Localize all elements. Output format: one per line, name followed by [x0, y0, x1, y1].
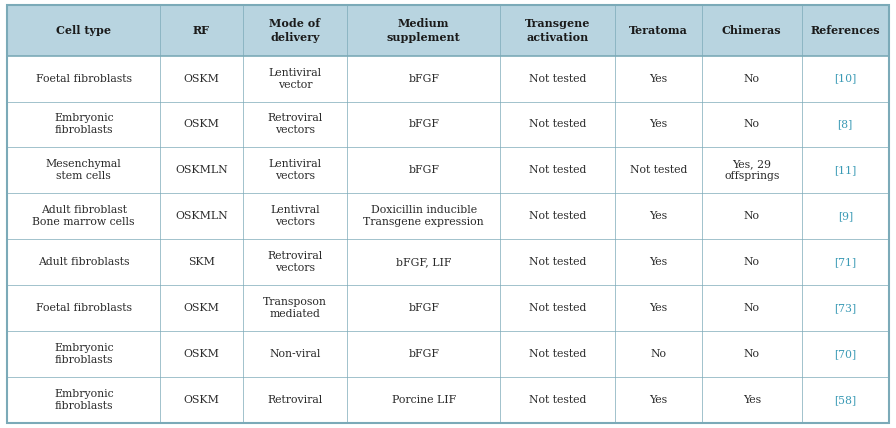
- Text: References: References: [810, 25, 880, 36]
- Text: Not tested: Not tested: [529, 211, 586, 221]
- Text: OSKMLN: OSKMLN: [175, 211, 228, 221]
- Text: Teratoma: Teratoma: [629, 25, 688, 36]
- Text: OSKM: OSKM: [184, 349, 220, 359]
- Bar: [7, 377, 889, 423]
- Text: [58]: [58]: [834, 395, 857, 405]
- Text: Cell type: Cell type: [56, 25, 111, 36]
- Text: bFGF: bFGF: [409, 349, 439, 359]
- Text: Not tested: Not tested: [529, 349, 586, 359]
- Text: Adult fibroblasts: Adult fibroblasts: [38, 257, 129, 267]
- Text: [8]: [8]: [838, 119, 853, 130]
- Text: Not tested: Not tested: [529, 257, 586, 267]
- Text: Embryonic
fibroblasts: Embryonic fibroblasts: [54, 113, 114, 136]
- Text: RF: RF: [193, 25, 210, 36]
- Text: Not tested: Not tested: [529, 74, 586, 83]
- Text: No: No: [744, 74, 760, 83]
- Text: Transgene
activation: Transgene activation: [525, 18, 590, 42]
- Text: Embryonic
fibroblasts: Embryonic fibroblasts: [54, 343, 114, 365]
- Bar: [7, 147, 889, 193]
- Text: bFGF: bFGF: [409, 74, 439, 83]
- Text: No: No: [744, 303, 760, 313]
- Text: Yes: Yes: [650, 211, 668, 221]
- Text: [73]: [73]: [834, 303, 857, 313]
- Text: OSKM: OSKM: [184, 119, 220, 130]
- Text: bFGF: bFGF: [409, 303, 439, 313]
- Text: bFGF: bFGF: [409, 119, 439, 130]
- Text: Yes: Yes: [650, 119, 668, 130]
- Text: OSKMLN: OSKMLN: [175, 165, 228, 175]
- Text: Mesenchymal
stem cells: Mesenchymal stem cells: [46, 159, 122, 181]
- Text: OSKM: OSKM: [184, 303, 220, 313]
- Text: No: No: [744, 257, 760, 267]
- Text: No: No: [744, 119, 760, 130]
- Text: Retroviral: Retroviral: [267, 395, 323, 405]
- Text: Yes, 29
offsprings: Yes, 29 offsprings: [724, 159, 780, 181]
- Text: Not tested: Not tested: [529, 119, 586, 130]
- Text: Yes: Yes: [650, 395, 668, 405]
- Bar: [7, 5, 889, 56]
- Text: Foetal fibroblasts: Foetal fibroblasts: [36, 74, 132, 83]
- Text: Non-viral: Non-viral: [269, 349, 321, 359]
- Bar: [7, 239, 889, 285]
- Text: Yes: Yes: [743, 395, 761, 405]
- Bar: [7, 101, 889, 147]
- Text: Lentiviral
vectors: Lentiviral vectors: [269, 159, 322, 181]
- Text: Embryonic
fibroblasts: Embryonic fibroblasts: [54, 389, 114, 411]
- Bar: [7, 193, 889, 239]
- Text: Yes: Yes: [650, 303, 668, 313]
- Text: Not tested: Not tested: [529, 303, 586, 313]
- Bar: [7, 331, 889, 377]
- Bar: [7, 285, 889, 331]
- Text: Doxicillin inducible
Transgene expression: Doxicillin inducible Transgene expressio…: [364, 205, 484, 227]
- Text: [9]: [9]: [838, 211, 853, 221]
- Text: OSKM: OSKM: [184, 74, 220, 83]
- Text: bFGF, LIF: bFGF, LIF: [396, 257, 452, 267]
- Text: Foetal fibroblasts: Foetal fibroblasts: [36, 303, 132, 313]
- Text: [10]: [10]: [834, 74, 857, 83]
- Bar: [7, 56, 889, 101]
- Text: Porcine LIF: Porcine LIF: [392, 395, 456, 405]
- Text: Not tested: Not tested: [630, 165, 687, 175]
- Text: No: No: [744, 349, 760, 359]
- Text: Lentivral
vectors: Lentivral vectors: [270, 205, 320, 227]
- Text: Yes: Yes: [650, 257, 668, 267]
- Text: Retroviral
vectors: Retroviral vectors: [267, 251, 323, 273]
- Text: No: No: [650, 349, 667, 359]
- Text: Yes: Yes: [650, 74, 668, 83]
- Text: Not tested: Not tested: [529, 395, 586, 405]
- Text: [70]: [70]: [834, 349, 857, 359]
- Text: bFGF: bFGF: [409, 165, 439, 175]
- Text: Not tested: Not tested: [529, 165, 586, 175]
- Text: [71]: [71]: [834, 257, 857, 267]
- Text: Adult fibroblast
Bone marrow cells: Adult fibroblast Bone marrow cells: [32, 205, 135, 227]
- Text: Transposon
mediated: Transposon mediated: [263, 297, 327, 319]
- Text: Lentiviral
vector: Lentiviral vector: [269, 68, 322, 89]
- Text: OSKM: OSKM: [184, 395, 220, 405]
- Text: Chimeras: Chimeras: [722, 25, 781, 36]
- Text: SKM: SKM: [188, 257, 215, 267]
- Text: Mode of
delivery: Mode of delivery: [270, 18, 321, 42]
- Text: Retroviral
vectors: Retroviral vectors: [267, 113, 323, 136]
- Text: No: No: [744, 211, 760, 221]
- Text: Medium
supplement: Medium supplement: [387, 18, 461, 42]
- Text: [11]: [11]: [834, 165, 857, 175]
